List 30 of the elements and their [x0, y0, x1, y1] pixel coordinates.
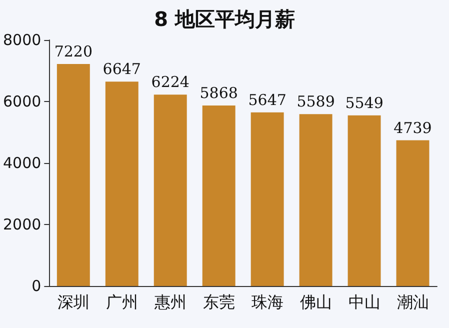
- y-tick-label: 8000: [2, 31, 42, 49]
- y-tick-label: 6000: [2, 92, 42, 110]
- x-tick-label: 深圳: [57, 292, 90, 312]
- bar: [396, 140, 430, 286]
- data-label: 5647: [248, 90, 286, 109]
- data-label: 7220: [54, 42, 93, 60]
- data-label: 5549: [345, 94, 384, 112]
- data-label: 5868: [200, 84, 238, 102]
- x-tick-label: 广州: [106, 292, 138, 312]
- bar: [202, 106, 236, 286]
- x-tick-label: 中山: [348, 292, 380, 312]
- data-label: 4739: [394, 118, 432, 137]
- x-tick-label: 东莞: [202, 292, 235, 312]
- bar: [250, 112, 284, 286]
- y-tick-label: 2000: [2, 216, 42, 234]
- x-tick-label: 佛山: [300, 292, 332, 312]
- y-tick-label: 4000: [2, 154, 42, 172]
- bar: [56, 64, 90, 286]
- data-label: 6647: [102, 60, 141, 78]
- y-tick-label: 0: [32, 277, 42, 295]
- bar: [299, 114, 332, 286]
- x-tick-label: 潮汕: [396, 292, 429, 312]
- x-tick-label: 惠州: [153, 292, 186, 312]
- chart-title: 8 地区平均月薪: [154, 7, 295, 31]
- data-label: 5589: [296, 92, 335, 111]
- bar: [154, 94, 187, 286]
- data-label: 6224: [151, 73, 190, 92]
- x-tick-label: 珠海: [251, 292, 284, 312]
- bar: [348, 115, 381, 286]
- bar: [105, 82, 138, 286]
